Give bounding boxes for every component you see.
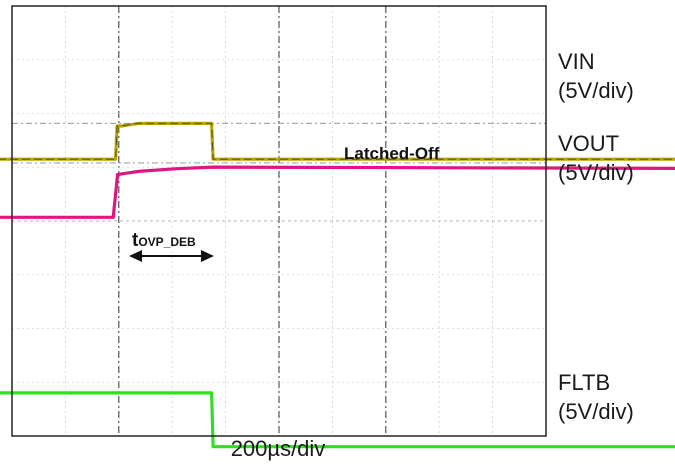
vin-name: VIN: [558, 49, 595, 74]
debounce-label-main: t: [132, 230, 139, 251]
debounce-label: tOVP_DEB: [132, 230, 196, 251]
fltb-name: FLTB: [558, 370, 611, 395]
fltb-channel-label: FLTB (5V/div): [558, 368, 634, 426]
vout-trace: [0, 165, 675, 219]
grid: [12, 6, 546, 436]
latched-off-annotation: Latched-Off: [344, 144, 440, 163]
timebase-label: 200µs/div: [230, 436, 326, 461]
debounce-arrowhead-right: [201, 250, 214, 262]
vout-scale: (5V/div): [558, 160, 634, 185]
plot-frame: [11, 5, 547, 437]
debounce-arrowhead-left: [129, 250, 142, 262]
vin-scale: (5V/div): [558, 78, 634, 103]
vout-channel-label: VOUT (5V/div): [558, 129, 634, 187]
vin-trace-overlay: [0, 122, 675, 160]
vout-name: VOUT: [558, 131, 620, 156]
fltb-scale: (5V/div): [558, 399, 634, 424]
vin-channel-label: VIN (5V/div): [558, 47, 634, 105]
debounce-label-subscript: OVP_DEB: [138, 235, 196, 249]
fltb-trace: [0, 391, 675, 449]
traces: [0, 121, 675, 449]
debounce-annotation: tOVP_DEB: [129, 230, 214, 262]
